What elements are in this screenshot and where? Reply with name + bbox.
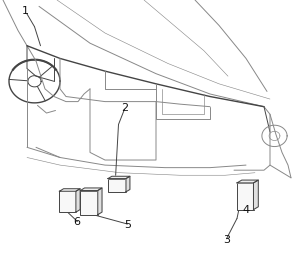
Polygon shape	[126, 176, 130, 192]
Polygon shape	[108, 176, 130, 179]
Polygon shape	[254, 180, 258, 210]
Text: 3: 3	[223, 235, 230, 245]
Text: 4: 4	[242, 204, 250, 215]
Text: 6: 6	[73, 217, 80, 227]
Polygon shape	[237, 180, 258, 183]
Text: 2: 2	[121, 103, 128, 113]
Bar	[237, 183, 253, 210]
Polygon shape	[76, 189, 80, 212]
Text: 1: 1	[22, 6, 29, 17]
Bar	[59, 191, 76, 212]
Text: 5: 5	[124, 220, 131, 230]
Bar	[80, 190, 98, 215]
Polygon shape	[59, 189, 80, 191]
Polygon shape	[80, 188, 102, 190]
Polygon shape	[98, 188, 102, 215]
Bar	[108, 179, 126, 192]
